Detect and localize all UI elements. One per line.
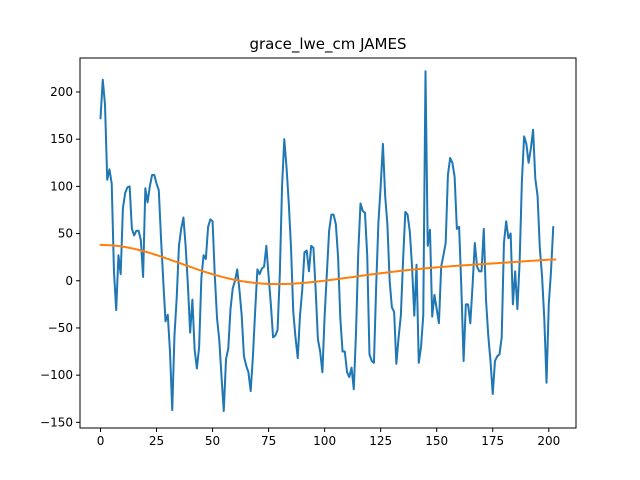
y-tick-label: 150	[50, 132, 73, 146]
y-tick-label: 0	[65, 274, 73, 288]
y-tick-label: 200	[50, 85, 73, 99]
y-tick-label: −100	[40, 368, 73, 382]
x-tick-label: 175	[481, 434, 504, 448]
plot-series	[99, 70, 557, 413]
x-tick-label: 25	[149, 434, 164, 448]
y-axis: −150 −100 −50 0 50 100 150 200	[40, 85, 80, 429]
x-tick-label: 75	[261, 434, 276, 448]
series-line-1	[99, 70, 555, 413]
x-tick-label: 100	[313, 434, 336, 448]
series-line-2	[99, 243, 557, 286]
x-tick-label: 50	[205, 434, 220, 448]
plot-frame	[79, 57, 577, 429]
x-axis: 0 25 50 75 100 125 150 175 200	[97, 428, 560, 448]
x-tick-label: 150	[425, 434, 448, 448]
x-tick-label: 125	[369, 434, 392, 448]
y-tick-label: −50	[48, 321, 73, 335]
y-tick-label: 50	[58, 227, 73, 241]
x-tick-label: 0	[97, 434, 105, 448]
chart-title: grace_lwe_cm JAMES	[249, 35, 406, 54]
y-tick-label: 100	[50, 179, 73, 193]
y-tick-label: −150	[40, 415, 73, 429]
x-tick-label: 200	[537, 434, 560, 448]
